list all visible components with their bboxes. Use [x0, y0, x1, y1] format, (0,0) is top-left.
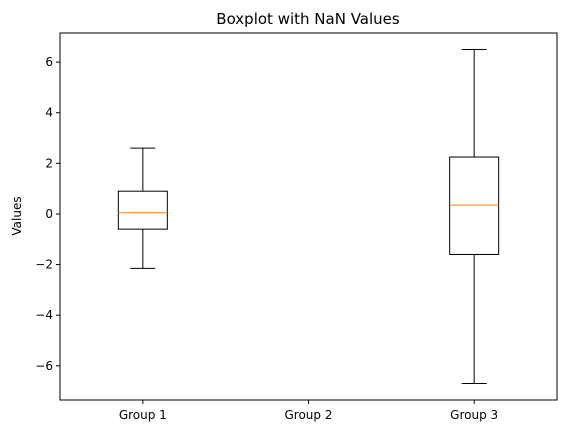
box: [117, 190, 168, 230]
x-tick-label: Group 2: [285, 408, 333, 422]
y-tick-label: 2: [45, 156, 53, 170]
y-tick-label: 0: [45, 207, 53, 221]
x-tick-label: Group 1: [119, 408, 167, 422]
plot-area: −6 −4 −2 0 2 4 6 Group 1 Group 2 Group 3: [35, 32, 558, 422]
chart-title: Boxplot with NaN Values: [216, 10, 400, 28]
box: [449, 156, 500, 255]
y-tick-label: −2: [35, 258, 53, 272]
y-axis-label: Values: [10, 196, 24, 235]
y-tick-label: −4: [35, 308, 53, 322]
y-tick-label: 6: [45, 55, 53, 69]
axes-frame: [59, 32, 558, 401]
y-tick-label: 4: [45, 106, 53, 120]
x-tick-label: Group 3: [450, 408, 498, 422]
y-tick-label: −6: [35, 359, 53, 373]
